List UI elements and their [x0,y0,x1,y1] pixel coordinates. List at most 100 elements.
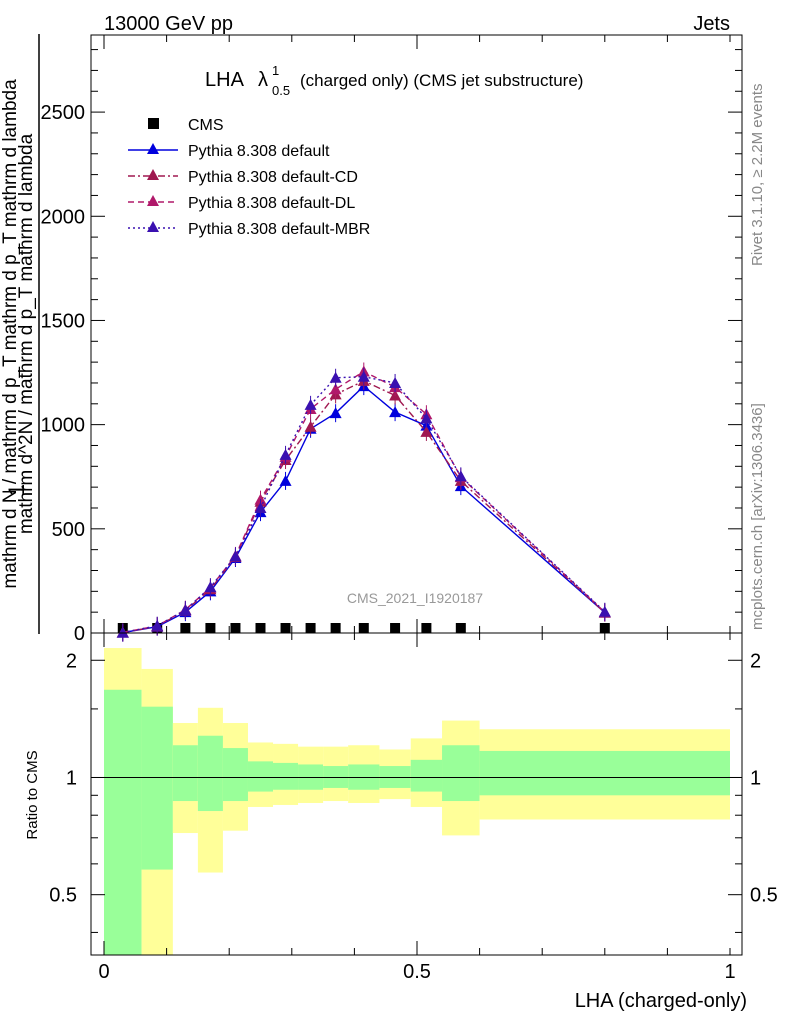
ratio-inner-band [141,706,173,870]
x-tick-label: 0 [98,961,109,983]
data-point [389,376,402,388]
main-y-axis-label-top: mathrm d^2N / mathrm d p_T mathrm d lamb… [16,133,37,534]
header-right: Jets [693,13,730,35]
main-plot: 0 500 1000 1500 2000 2500 LHA λ 1 0.5 (charge… [41,34,743,645]
ratio-y-tick-label: 0.5 [49,885,77,907]
ratio-inner-band [222,748,248,802]
data-point [229,550,242,562]
main-y-tick-labels: 0 500 1000 1500 2000 2500 [41,102,86,645]
series-line [122,370,606,634]
plot-title-main: LHA [205,69,245,91]
data-point [304,420,317,432]
data-point [279,448,292,460]
series-line [122,385,606,634]
ratio-x-tick-labels: 0 0.5 1 [98,961,735,983]
data-point [180,623,191,633]
main-y-axis-label-den: mathrm d N / mathrm d p_T mathrm d p_T m… [0,79,21,589]
legend-label: Pythia 8.308 default [188,143,330,160]
plot-title: LHA λ 1 0.5 (charged only) (CMS jet subs… [205,63,583,98]
mcplots-label: mcplots.cern.ch [arXiv:1306.3436] [749,403,766,630]
ratio-inner-band [197,735,223,812]
data-point [358,623,369,633]
data-point [455,623,466,633]
legend-entry: CMS [148,117,224,134]
ratio-inner-band [104,689,142,955]
legend-entry: Pythia 8.308 default-DL [128,195,355,212]
ratio-inner-band [410,759,443,792]
data-point [454,470,467,482]
legend: CMS Pythia 8.308 default Pythia 8.308 defa… [128,117,370,238]
legend-marker [147,143,159,154]
data-point [357,370,370,382]
data-point [179,604,192,616]
data-point [329,407,342,419]
legend-label: Pythia 8.308 default-CD [188,169,358,186]
data-point [598,605,611,617]
main-y-axis-label: mathrm d^2N / mathrm d p_T mathrm d lamb… [0,34,40,634]
series-cms [117,623,610,633]
legend-marker [148,118,159,129]
data-point [204,581,217,593]
data-point [330,623,341,633]
ratio-inner-band [442,745,480,802]
plot-title-symbol: λ [258,69,268,91]
legend-entry: Pythia 8.308 default-MBR [128,221,370,238]
main-y-tick-label: 2500 [41,102,86,124]
data-point [151,619,164,631]
ratio-y-tick-label: 1 [66,767,77,789]
ratio-y-tick-label-right: 2 [750,650,761,672]
data-point [254,501,267,513]
plot-title-rest: (charged only) (CMS jet substructure) [300,71,583,90]
legend-marker [147,169,159,180]
rivet-label: Rivet 3.1.10, ≥ 2.2M events [749,84,766,267]
plot-title-sub: 0.5 [272,83,290,98]
legend-marker [147,221,159,232]
ratio-y-axis-label: Ratio to CMS [24,750,41,839]
main-y-tick-label: 0 [74,623,85,645]
ratio-y-tick-label-right: 0.5 [750,885,778,907]
data-point [279,474,292,486]
x-tick-label: 0.5 [403,961,431,983]
ratio-bands [104,648,730,955]
main-axis-ticks [91,35,742,634]
main-y-axis-label-num: 1 [4,484,29,496]
legend-marker [147,195,159,206]
ratio-plot: 0.5 0.5 1 1 2 2 0 0.5 1 [49,632,778,983]
legend-entry: Pythia 8.308 default-CD [128,169,358,186]
data-point [421,623,432,633]
legend-label: Pythia 8.308 default-MBR [188,221,370,238]
ratio-inner-band [172,745,198,802]
data-point [205,623,216,633]
data-point [420,412,433,424]
legend-entry: Pythia 8.308 default [128,143,330,160]
main-y-tick-label: 500 [52,519,85,541]
main-y-tick-label: 1500 [41,310,86,332]
data-point [230,623,241,633]
data-point [420,425,433,437]
main-series [116,362,611,642]
header-left: 13000 GeV pp [104,13,233,35]
data-point [329,371,342,383]
data-point [304,398,317,410]
ratio-inner-band [273,762,299,790]
data-point [389,406,402,418]
ratio-y-tick-label: 2 [66,650,77,672]
plot-title-sup: 1 [272,63,279,78]
series-pythia-8-308-default-mbr [116,367,611,642]
data-point [280,623,291,633]
data-point [305,623,316,633]
ratio-inner-band [479,750,730,796]
data-point [255,623,266,633]
ratio-y-tick-labels: 0.5 0.5 1 1 2 2 [49,650,778,906]
data-point [599,623,610,633]
series-line [122,376,606,634]
data-point [390,623,401,633]
legend-label: CMS [188,117,224,134]
data-point [329,383,342,395]
analysis-watermark: CMS_2021_I1920187 [347,590,483,606]
ratio-inner-band [247,761,274,792]
x-tick-label: 1 [724,961,735,983]
series-line [122,380,606,634]
x-axis-label: LHA (charged-only) [575,990,747,1012]
